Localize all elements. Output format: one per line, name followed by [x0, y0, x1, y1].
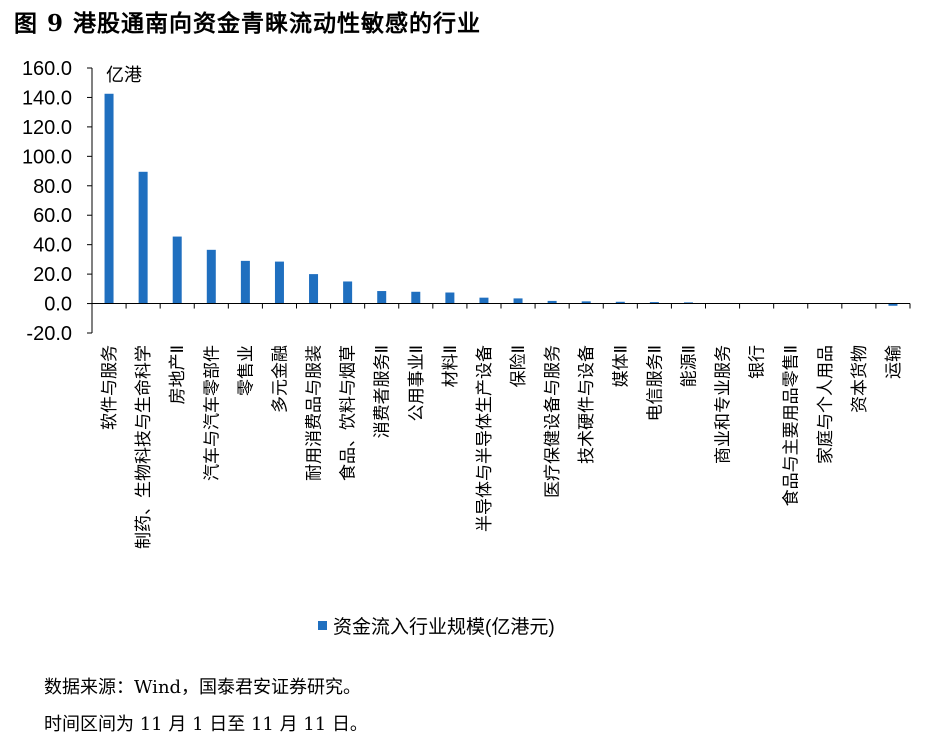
x-tick-label: 多元金融: [270, 345, 290, 413]
x-tick-label: 银行: [748, 345, 768, 379]
x-tick-label: 材料Ⅱ: [441, 345, 461, 387]
y-tick-label: 40.0: [33, 235, 72, 257]
y-tick-label: 160.0: [22, 58, 72, 80]
x-tick-label: 食品、饮料与烟草: [339, 345, 359, 481]
bar: [479, 297, 489, 304]
y-tick-label: 0.0: [44, 294, 72, 316]
x-tick-label: 媒体Ⅱ: [611, 345, 631, 387]
y-tick-label: 100.0: [22, 146, 72, 168]
x-tick-label: 汽车与汽车零部件: [202, 345, 222, 481]
bar: [309, 274, 319, 304]
y-tick-label: 140.0: [22, 87, 72, 109]
x-tick-label: 耐用消费品与服装: [305, 345, 325, 481]
x-tick-label: 医疗保健设备与服务: [543, 345, 563, 498]
date-range-note: 时间区间为 11 月 1 日至 11 月 11 日。: [44, 714, 368, 735]
bar: [547, 300, 557, 304]
figure-title: 图 9 港股通南向资金青睐流动性敏感的行业: [14, 10, 482, 37]
x-tick-label: 运输: [884, 345, 904, 379]
x-tick-label: 技术硬件与设备: [577, 345, 597, 464]
x-tick-label: 能源Ⅱ: [679, 345, 699, 387]
bar: [649, 302, 659, 304]
bar: [343, 281, 353, 304]
legend-label: 资金流入行业规模(亿港元): [333, 617, 555, 638]
bar: [445, 292, 455, 304]
x-tick-label: 公用事业Ⅱ: [407, 345, 427, 421]
x-tick-label: 资本货物: [850, 345, 870, 413]
bars: [104, 93, 898, 306]
x-tick-label: 消费者服务Ⅱ: [373, 345, 393, 438]
unit-label: 亿港: [106, 65, 142, 85]
y-tick-label: -20.0: [26, 323, 72, 345]
bar: [513, 298, 523, 304]
bar-chart: 160.0 140.0 120.0 100.0 80.0 60.0 40.0 20.0 0.0 -…: [22, 58, 911, 549]
x-axis-labels: 软件与服务 制药、生物科技与生命科学 房地产Ⅱ 汽车与汽车零部件 零售业 多元金融 耐用消费…: [100, 345, 904, 549]
x-tick-label: 商业和专业服务: [714, 345, 734, 464]
y-tick-label: 20.0: [33, 264, 72, 286]
bar: [683, 302, 693, 304]
x-axis: [91, 303, 911, 309]
bar: [411, 291, 421, 304]
y-tick-label: 60.0: [33, 205, 72, 227]
x-tick-label: 保险Ⅱ: [509, 345, 529, 387]
bar: [172, 236, 182, 304]
x-tick-label: 零售业: [236, 345, 256, 396]
bar: [377, 291, 387, 304]
bar: [581, 301, 591, 304]
bar: [138, 171, 148, 304]
bar: [240, 260, 250, 304]
x-tick-label: 食品与主要用品零售Ⅱ: [782, 345, 802, 506]
bar: [274, 261, 284, 304]
legend-swatch: [318, 621, 327, 630]
bar: [206, 249, 216, 304]
x-tick-label: 半导体与半导体生产设备: [475, 345, 495, 532]
source-note: 数据来源：Wind，国泰君安证券研究。: [44, 677, 362, 698]
legend: 资金流入行业规模(亿港元): [318, 612, 555, 639]
y-tick-label: 120.0: [22, 117, 72, 139]
bar: [615, 301, 625, 304]
y-axis: 160.0 140.0 120.0 100.0 80.0 60.0 40.0 20.0 0.0 -…: [22, 58, 93, 345]
x-tick-label: 电信服务Ⅱ: [645, 345, 665, 421]
bar: [888, 303, 898, 306]
y-tick-label: 80.0: [33, 176, 72, 198]
x-tick-label: 软件与服务: [100, 345, 120, 430]
x-tick-label: 制药、生物科技与生命科学: [134, 345, 154, 549]
bar: [104, 93, 114, 304]
x-tick-label: 房地产Ⅱ: [168, 345, 188, 404]
x-tick-label: 家庭与个人用品: [816, 345, 836, 464]
